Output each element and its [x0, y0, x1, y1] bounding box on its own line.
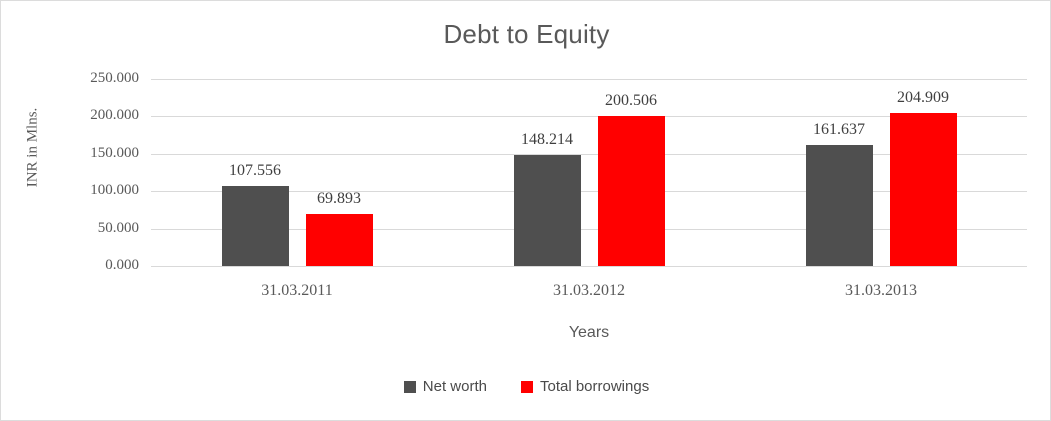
bar-value-label: 204.909: [897, 88, 949, 106]
bar-value-label: 161.637: [813, 121, 865, 139]
y-axis-tick-label: 0.000: [105, 257, 139, 273]
gridline: [151, 153, 1027, 155]
y-axis-tick-labels: 250.000 200.000 150.000 100.000 50.000 0.000: [19, 70, 139, 273]
legend-swatch-icon: [520, 380, 533, 393]
gridline: [151, 228, 1027, 230]
gridline: [151, 116, 1027, 118]
bar-value-label: 107.556: [229, 161, 281, 179]
x-axis-category-label: 31.03.2012: [553, 282, 625, 299]
bar-total-borrowings[interactable]: [597, 116, 665, 266]
y-axis-tick-label: 150.000: [90, 144, 139, 161]
bar-total-borrowings[interactable]: [305, 213, 373, 266]
x-axis-title: Years: [568, 324, 610, 341]
y-axis-tick-label: 50.000: [97, 219, 139, 236]
x-axis-category-label: 31.03.2013: [845, 282, 917, 299]
chart-legend: Net worth Total borrowings: [1, 378, 1050, 395]
legend-swatch-icon: [403, 380, 416, 393]
bar-net-worth[interactable]: [805, 145, 873, 266]
gridline: [151, 266, 1027, 267]
legend-item[interactable]: Total borrowings: [520, 378, 650, 395]
bar-value-label: 148.214: [521, 131, 573, 149]
bar-total-borrowings[interactable]: [889, 112, 957, 266]
y-axis-tick-label: 100.000: [90, 182, 139, 199]
bar-net-worth[interactable]: [221, 185, 289, 266]
gridline: [151, 79, 1027, 80]
bar-value-label: 200.506: [605, 92, 657, 110]
bar-value-label: 69.893: [317, 189, 361, 207]
legend-label: Total borrowings: [539, 378, 650, 395]
x-axis-category-labels: 31.03.2011 31.03.2012 31.03.2013: [151, 282, 1027, 304]
x-axis-category-label: 31.03.2011: [261, 282, 333, 299]
legend-item[interactable]: Net worth: [403, 378, 487, 395]
y-axis-tick-label: 250.000: [90, 70, 139, 86]
bar-net-worth[interactable]: [513, 155, 581, 266]
chart-title: Debt to Equity: [443, 19, 610, 49]
gridline: [151, 191, 1027, 193]
plot-area: 107.556 69.893 148.214 200.506 161.637 204.90…: [151, 79, 1027, 267]
legend-label: Net worth: [422, 378, 487, 395]
y-axis-tick-label: 200.000: [90, 107, 139, 124]
